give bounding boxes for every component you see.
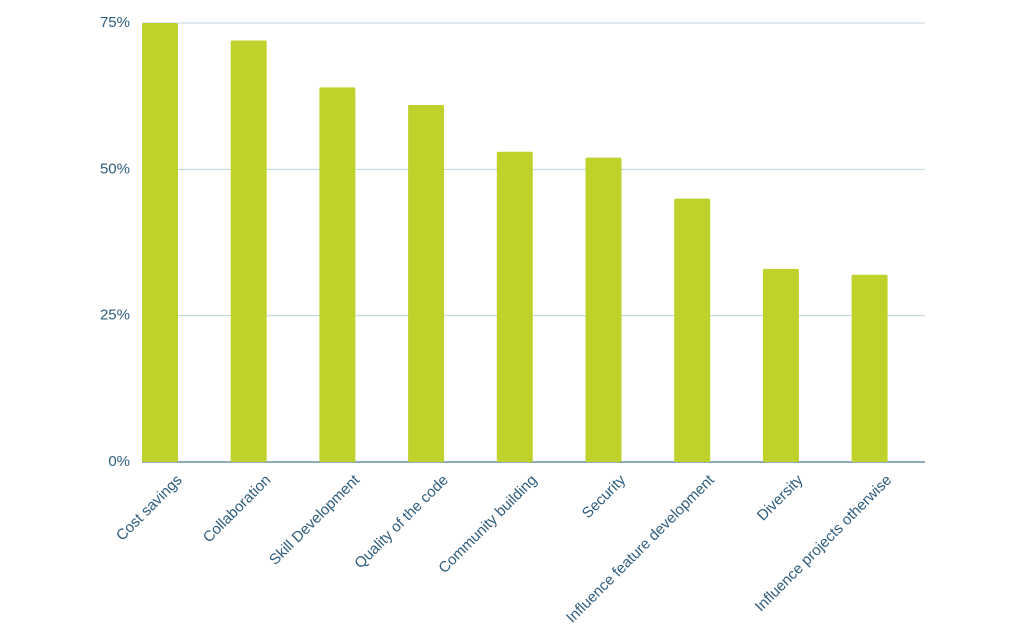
bar: [408, 104, 445, 463]
bar: [319, 87, 356, 463]
bar: [142, 23, 178, 462]
x-tick-label: Collaboration: [200, 472, 275, 547]
bar: [496, 151, 533, 463]
bar: [674, 198, 711, 462]
x-tick-label: Security: [579, 471, 630, 522]
y-tick-label: 0%: [108, 453, 130, 470]
x-tick-label: Community building: [435, 472, 540, 577]
x-tick-label: Diversity: [754, 471, 807, 524]
x-tick-label: Quality of the code: [351, 472, 451, 572]
y-tick-label: 50%: [100, 160, 130, 177]
bar: [851, 274, 888, 462]
y-tick-label: 25%: [100, 307, 130, 324]
x-tick-label: Influence feature development: [563, 471, 718, 626]
x-tick-label: Skill Development: [266, 471, 363, 568]
bar: [585, 157, 622, 463]
bar: [230, 40, 267, 463]
x-tick-label: Cost savings: [113, 472, 186, 545]
y-tick-label: 75%: [100, 14, 130, 31]
bar: [762, 268, 799, 462]
